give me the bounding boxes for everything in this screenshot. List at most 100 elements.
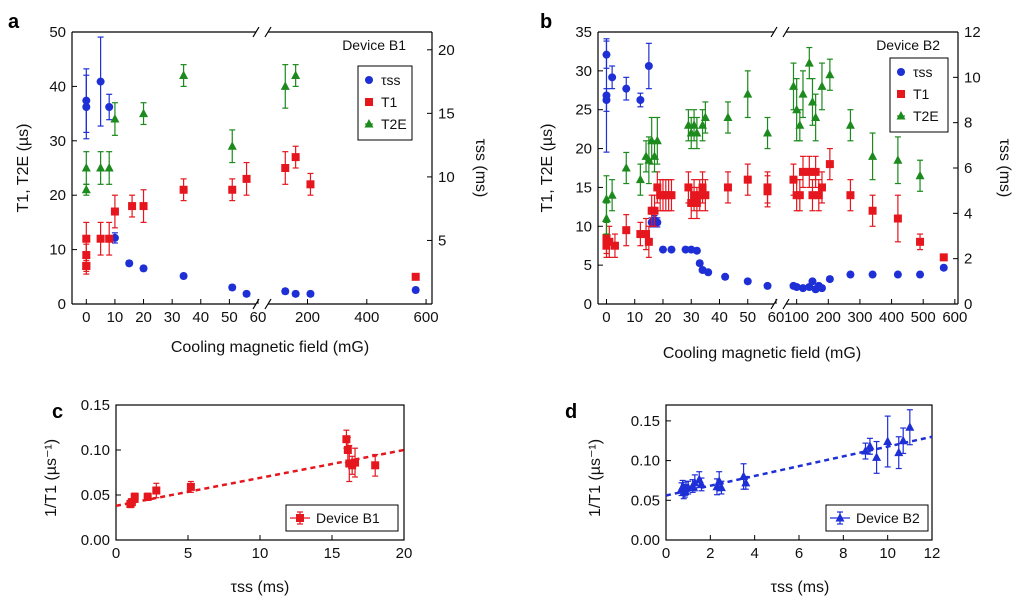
x-tick-label: 600	[942, 309, 967, 326]
legend-entry-label: T2E	[913, 108, 939, 124]
panel-label-a: a	[8, 11, 20, 33]
x-tick-label: 60	[250, 309, 267, 326]
data-point	[723, 112, 733, 121]
data-point	[804, 58, 814, 67]
y-right-tick-label: 12	[964, 24, 981, 41]
x-tick-label: 15	[324, 545, 341, 562]
data-point	[808, 277, 817, 286]
panel-a-ylabel-right: τss (ms)	[472, 139, 489, 198]
y-tick-label: 0.05	[631, 492, 660, 509]
data-point	[792, 104, 802, 114]
data-point	[701, 191, 710, 200]
x-tick-label: 200	[816, 309, 841, 326]
data-point	[306, 180, 315, 189]
y-right-tick-label: 6	[964, 160, 972, 177]
x-tick-label: 400	[354, 309, 379, 326]
data-point	[343, 446, 352, 454]
legend-marker	[365, 76, 373, 84]
data-point	[644, 237, 653, 246]
data-point	[143, 492, 152, 501]
data-point	[743, 89, 753, 98]
series-circle	[82, 36, 420, 298]
data-point	[636, 96, 645, 104]
data-point	[602, 96, 611, 104]
data-point	[798, 167, 807, 176]
data-point	[723, 183, 732, 192]
data-point	[96, 77, 105, 86]
panel-a-marks: 0 10 20 30 40 50 60 200 400 600 0 10 20 30 40 50 5 10 15 20	[49, 24, 454, 326]
data-point	[795, 191, 804, 200]
data-point	[351, 458, 360, 467]
data-point	[763, 281, 772, 290]
data-point	[817, 81, 827, 90]
data-point	[139, 264, 148, 273]
x-tick-label: 8	[839, 545, 847, 562]
panel-b-device-label: Device B2	[876, 37, 940, 53]
data-point	[916, 270, 925, 279]
data-point	[861, 446, 870, 455]
x-tick-label: 60	[768, 309, 785, 326]
panel-c-ylabel: 1/T1 (µs⁻¹)	[43, 439, 60, 517]
y-left-tick-label: 20	[575, 141, 592, 158]
data-point	[667, 191, 676, 200]
data-point	[601, 213, 611, 223]
data-point	[280, 81, 290, 90]
data-point	[607, 190, 617, 199]
data-point	[893, 155, 903, 164]
data-point	[817, 183, 826, 192]
x-tick-label: 500	[911, 309, 936, 326]
data-point	[105, 234, 114, 243]
data-point	[814, 191, 823, 200]
y-right-tick-label: 2	[964, 251, 972, 268]
data-point	[692, 198, 701, 207]
data-point	[681, 245, 690, 254]
x-tick-label: 600	[414, 309, 439, 326]
data-point	[805, 167, 814, 176]
data-point	[105, 102, 114, 111]
a-marks-frame	[71, 26, 433, 310]
data-point	[915, 170, 925, 180]
x-tick-label: 10	[879, 545, 896, 562]
data-point	[698, 183, 707, 192]
data-point	[228, 185, 237, 194]
data-point	[893, 270, 902, 279]
data-point	[179, 70, 189, 80]
series-square	[126, 429, 380, 509]
y-tick-label: 0.15	[81, 397, 110, 414]
data-point	[82, 261, 91, 270]
data-point	[127, 498, 136, 507]
data-point	[281, 164, 290, 172]
panel-label-d: d	[565, 401, 577, 423]
y-right-tick-label: 10	[438, 169, 455, 186]
data-point	[139, 108, 149, 118]
legend-entry-label: τss	[913, 64, 933, 80]
data-point	[716, 482, 726, 492]
data-point	[152, 486, 161, 495]
data-point	[763, 187, 772, 196]
data-point	[868, 206, 877, 215]
legend-entry-label: T1	[381, 94, 398, 110]
y-left-tick-label: 50	[49, 24, 66, 41]
data-point	[692, 246, 701, 255]
data-point	[96, 163, 106, 172]
data-point	[306, 289, 315, 298]
legend-marker	[835, 513, 845, 522]
data-point	[667, 245, 676, 254]
y-tick-label: 0.00	[81, 532, 110, 549]
data-point	[893, 214, 902, 223]
data-point	[811, 112, 821, 121]
data-point	[825, 275, 834, 284]
data-point	[792, 283, 801, 291]
x-tick-label: 30	[683, 309, 700, 326]
data-point	[228, 283, 237, 292]
axis-break-mark	[770, 26, 778, 38]
data-point	[291, 153, 300, 162]
y-tick-label: 0.10	[631, 453, 660, 470]
axis-break-mark	[264, 298, 272, 310]
y-right-tick-label: 15	[438, 105, 455, 122]
legend-entry-label: τss	[381, 72, 401, 88]
y-tick-label: 0.15	[631, 413, 660, 430]
panel-c: c 0 5 10 15 20 0.00 0.05 0.10 0.15 τss (ms) 1/T1…	[43, 397, 412, 596]
data-point	[186, 482, 195, 491]
